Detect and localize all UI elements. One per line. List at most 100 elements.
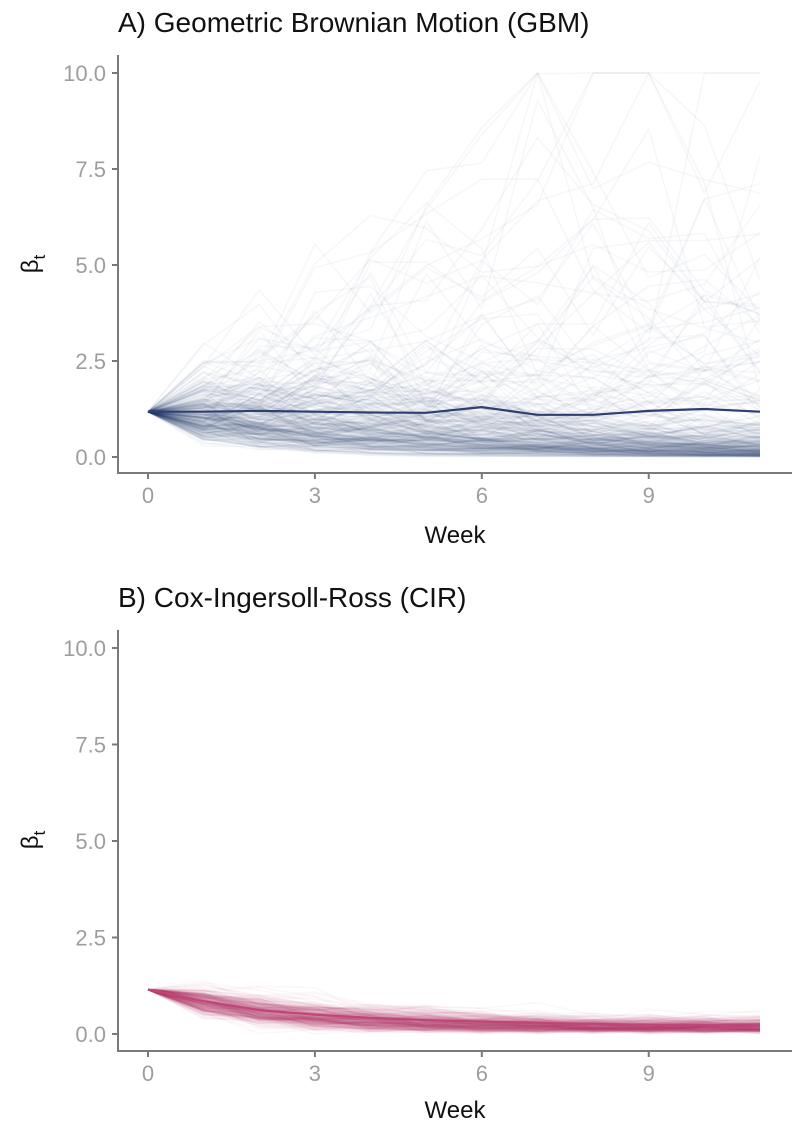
panel-b-simulated-path bbox=[147, 988, 761, 1035]
panel-a-simulated-path bbox=[147, 202, 761, 413]
panel-a-simulated-path bbox=[147, 371, 761, 454]
panel-a-simulated-path bbox=[147, 410, 761, 454]
panel-b-simulated-path bbox=[147, 988, 761, 1030]
panel-b-title: B) Cox-Ingersoll-Ross (CIR) bbox=[118, 582, 467, 613]
panel-a-simulated-path bbox=[147, 410, 761, 450]
panel-a-simulated-path bbox=[147, 378, 761, 445]
panel-b-simulated-path bbox=[147, 988, 761, 1034]
panel-a-simulated-path bbox=[147, 384, 761, 437]
panel-a-simulated-path bbox=[147, 410, 761, 449]
panel-a-simulated-path bbox=[147, 404, 761, 454]
panel-a-simulated-path bbox=[147, 410, 761, 444]
panel-b-simulated-path bbox=[147, 988, 761, 1031]
panel-a-simulated-path bbox=[147, 308, 761, 429]
panel-a-simulated-path bbox=[147, 365, 761, 433]
panel-a-simulated-path bbox=[147, 392, 761, 446]
panel-a-simulated-path bbox=[147, 403, 761, 453]
panel-b-simulated-path bbox=[147, 988, 761, 1032]
panel-b-simulated-path bbox=[147, 988, 761, 1029]
panel-a-simulated-path bbox=[147, 410, 761, 457]
panel-a-simulated-path bbox=[147, 410, 761, 449]
panel-a-simulated-path bbox=[147, 361, 761, 440]
panel-b-simulated-path bbox=[147, 988, 761, 1035]
panel-b-simulated-path bbox=[147, 988, 761, 1033]
panel-a-simulated-path bbox=[147, 369, 761, 441]
panel-a-simulated-path bbox=[147, 404, 761, 448]
panel-a-simulated-path bbox=[147, 410, 761, 454]
panel-b-simulated-path bbox=[147, 988, 761, 1032]
panel-a-simulated-path bbox=[147, 410, 761, 452]
panel-a-simulated-path bbox=[147, 321, 761, 454]
panel-a-simulated-path bbox=[147, 339, 761, 446]
panel-a-simulated-path bbox=[147, 410, 761, 449]
panel-a-paths bbox=[147, 72, 761, 458]
panel-b-simulated-path bbox=[147, 988, 761, 1033]
panel-b-simulated-path bbox=[147, 988, 761, 1034]
panel-b-y-tick-label: 2.5 bbox=[75, 926, 106, 951]
panel-a-simulated-path bbox=[147, 72, 760, 413]
panel-a-simulated-path bbox=[147, 358, 761, 442]
panel-a-simulated-path bbox=[147, 410, 761, 455]
panel-a-simulated-path bbox=[147, 365, 761, 451]
panel-b-simulated-path bbox=[147, 988, 761, 1033]
panel-b-simulated-path bbox=[147, 988, 761, 1032]
panel-b-simulated-path bbox=[147, 988, 761, 1033]
panel-b-simulated-path bbox=[147, 988, 761, 1032]
panel-a-simulated-path bbox=[147, 371, 761, 446]
panel-b-simulated-path bbox=[147, 988, 761, 1033]
panel-b-simulated-path bbox=[147, 988, 761, 1029]
panel-a-simulated-path bbox=[147, 407, 761, 450]
panel-a-simulated-path bbox=[147, 381, 761, 447]
panel-a-simulated-path bbox=[147, 411, 761, 457]
panel-a-simulated-path bbox=[147, 362, 761, 438]
panel-b-simulated-path bbox=[147, 988, 761, 1027]
panel-b-simulated-path bbox=[147, 983, 761, 1032]
panel-b-simulated-path bbox=[147, 988, 761, 1031]
panel-a-simulated-path bbox=[147, 322, 761, 454]
panel-a-simulated-path bbox=[147, 410, 761, 458]
panel-b-simulated-path bbox=[147, 988, 761, 1027]
panel-a-mean bbox=[148, 406, 761, 416]
panel-a-simulated-path bbox=[147, 393, 761, 453]
panel-a-simulated-path bbox=[147, 309, 761, 418]
panel-a-simulated-path bbox=[147, 350, 761, 439]
panel-b-simulated-path bbox=[147, 988, 761, 1028]
panel-b-simulated-path bbox=[147, 988, 761, 1030]
panel-a-simulated-path bbox=[147, 387, 761, 453]
panel-b-simulated-path bbox=[147, 988, 761, 1034]
panel-b-simulated-path bbox=[147, 988, 761, 1033]
panel-a-simulated-path bbox=[147, 128, 761, 413]
panel-a-simulated-path bbox=[147, 256, 761, 434]
panel-a-simulated-path bbox=[147, 314, 761, 428]
panel-a-simulated-path bbox=[147, 410, 761, 457]
panel-a-simulated-path bbox=[147, 410, 761, 450]
panel-a-y-axis-title: βt bbox=[17, 254, 49, 273]
panel-b-simulated-path bbox=[147, 988, 761, 1030]
panel-b-simulated-path bbox=[147, 988, 761, 1027]
panel-b-simulated-path bbox=[147, 988, 761, 1031]
panel-b-simulated-path bbox=[147, 988, 761, 1035]
panel-b-simulated-path bbox=[147, 988, 761, 1022]
panel-a-simulated-path bbox=[147, 410, 761, 458]
panel-b-simulated-path bbox=[147, 988, 761, 1034]
panel-b-simulated-path bbox=[147, 988, 761, 1032]
panel-a-simulated-path bbox=[147, 410, 761, 433]
panel-a-simulated-path bbox=[147, 360, 761, 448]
panel-a-simulated-path bbox=[147, 394, 761, 452]
panel-b-simulated-path bbox=[147, 988, 761, 1031]
panel-b-simulated-path bbox=[147, 988, 761, 1028]
panel-b-simulated-path bbox=[147, 988, 761, 1033]
panel-a-simulated-path bbox=[147, 72, 760, 420]
panel-a-simulated-path bbox=[147, 398, 761, 456]
panel-b-simulated-path bbox=[147, 988, 761, 1029]
panel-a-simulated-path bbox=[147, 393, 761, 456]
panel-b-simulated-path bbox=[147, 988, 761, 1030]
panel-b-simulated-path bbox=[147, 988, 761, 1030]
panel-a-simulated-path bbox=[147, 326, 761, 445]
panel-b-simulated-path bbox=[147, 988, 761, 1033]
panel-b-simulated-path bbox=[147, 988, 761, 1029]
panel-a-simulated-path bbox=[147, 362, 761, 444]
panel-a-simulated-path bbox=[147, 342, 761, 438]
panel-a-simulated-path bbox=[147, 72, 761, 413]
panel-b-simulated-path bbox=[147, 988, 761, 1031]
